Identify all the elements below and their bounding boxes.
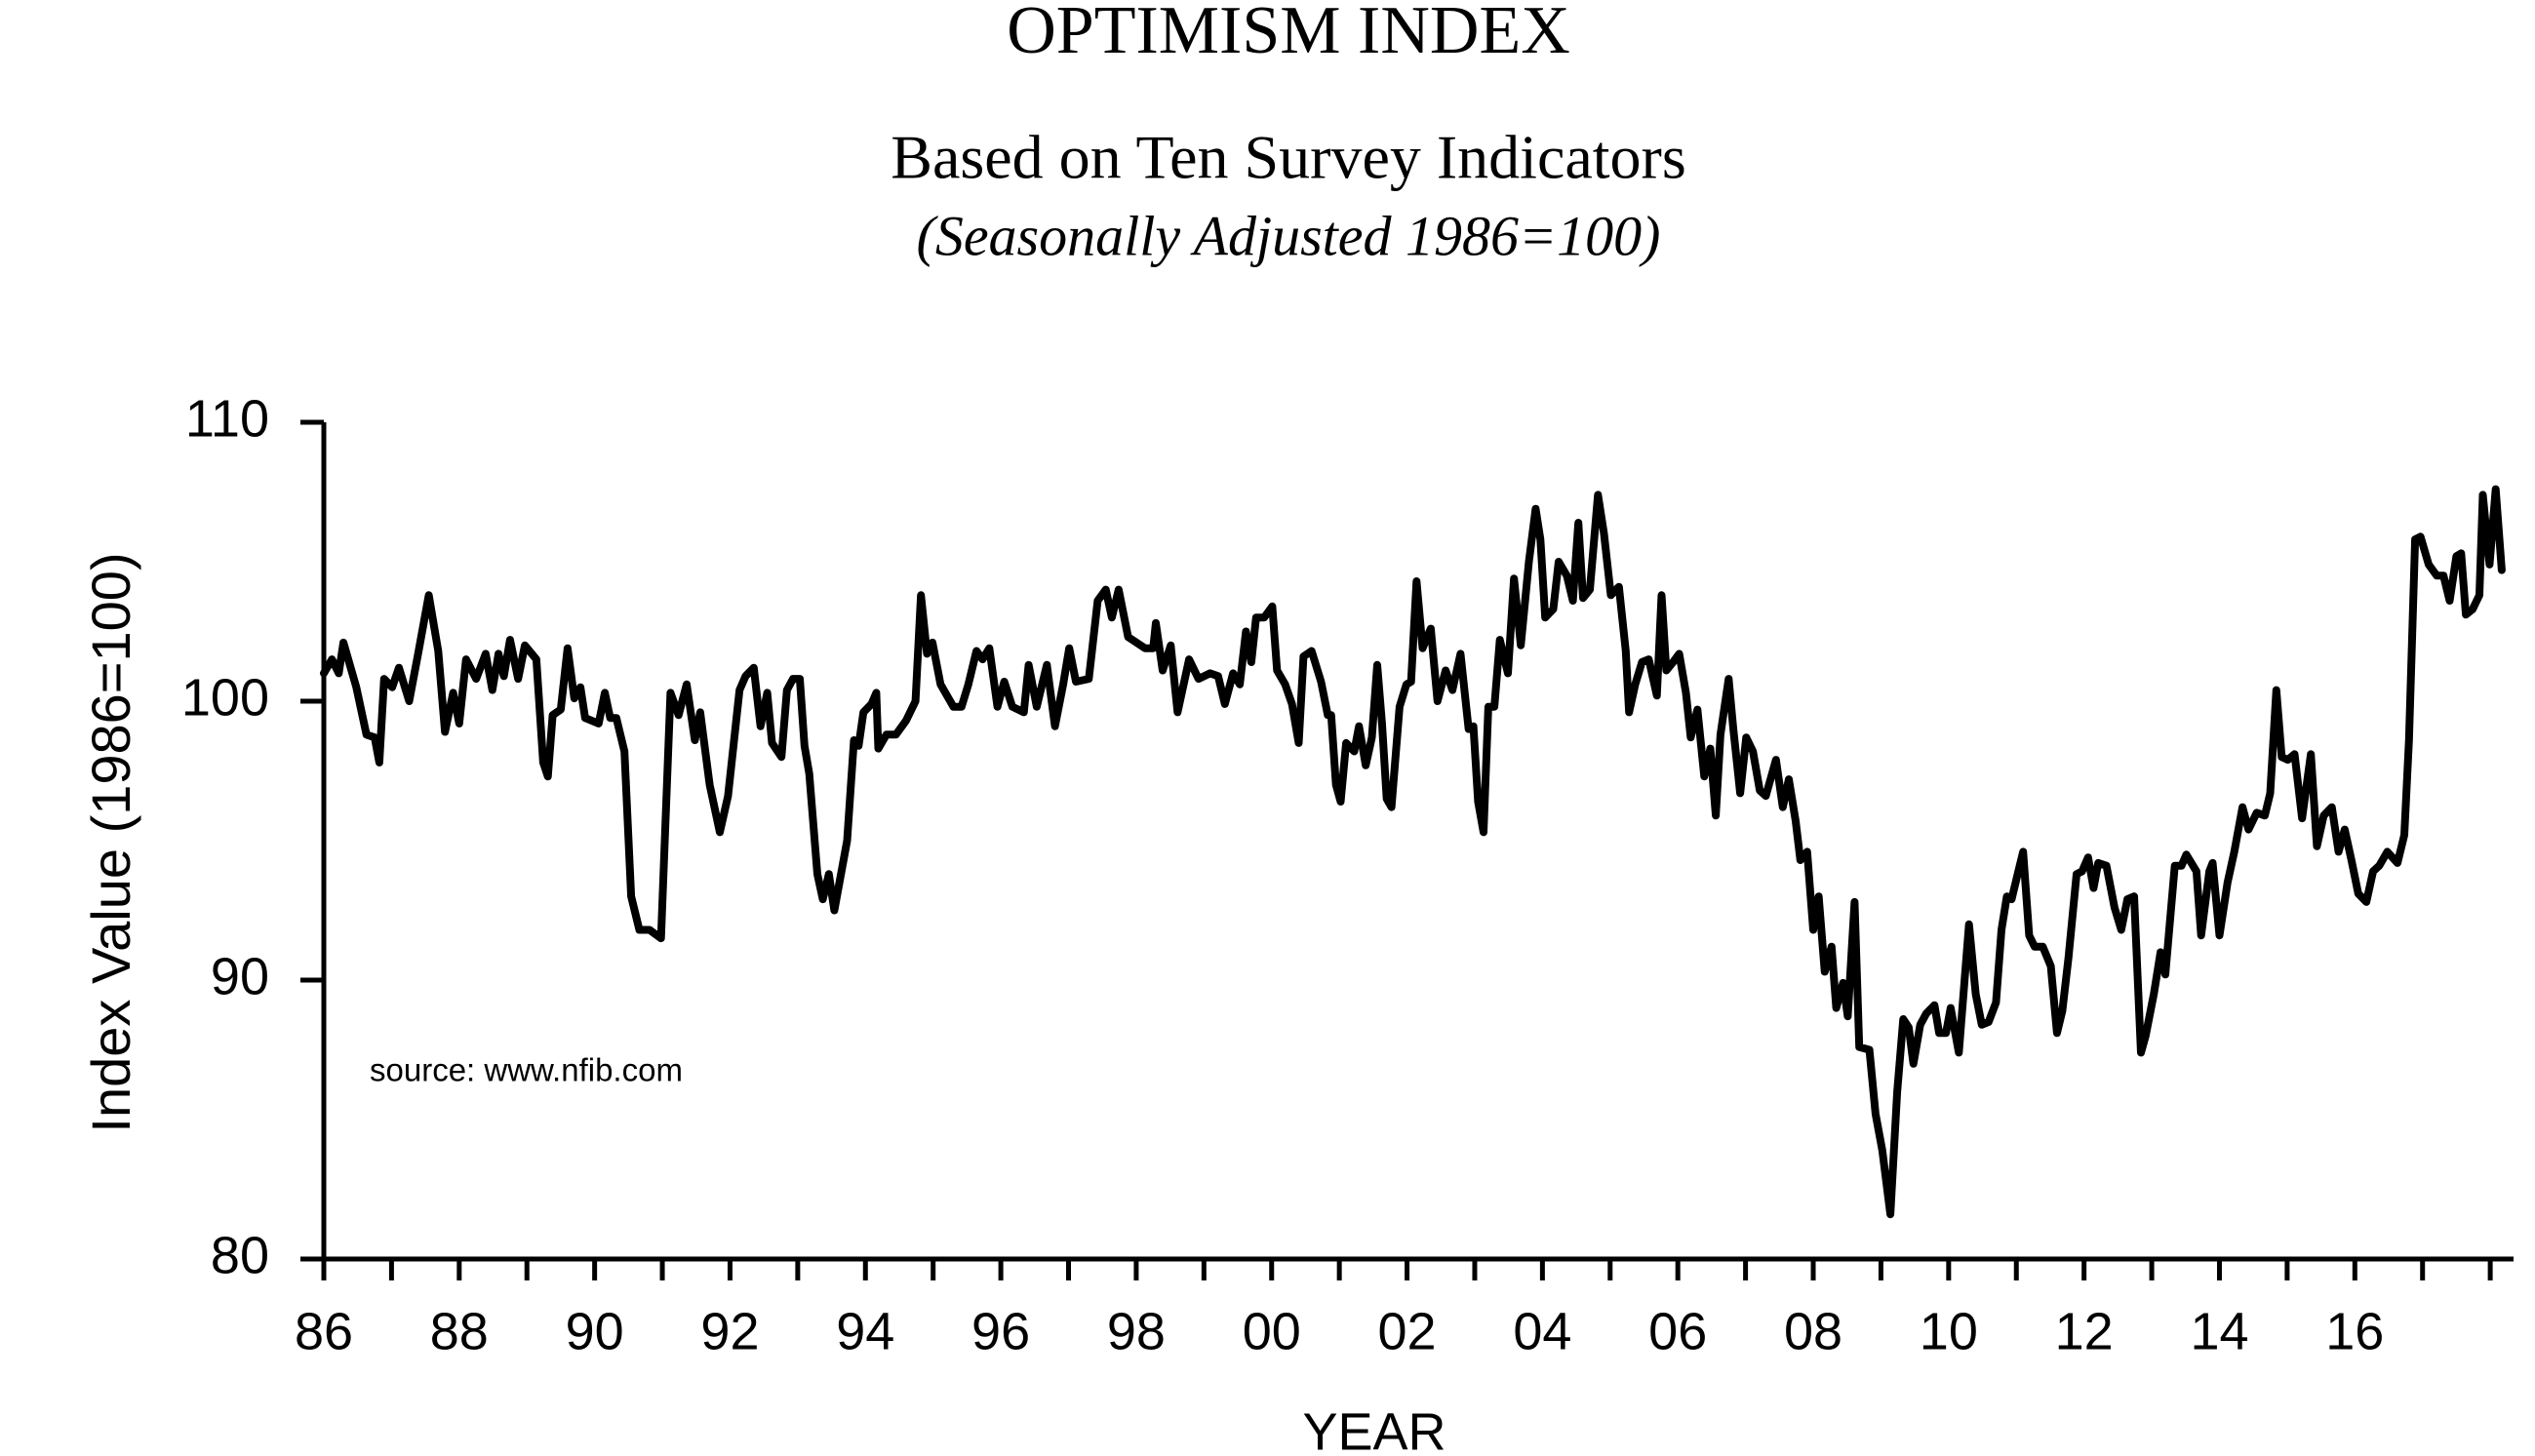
x-tick-label: 10	[1920, 1302, 1978, 1360]
x-tick-label: 12	[2055, 1302, 2114, 1360]
x-tick-label: 14	[2190, 1302, 2248, 1360]
x-axis-label: YEAR	[1302, 1402, 1446, 1456]
x-tick-label: 94	[836, 1302, 894, 1360]
x-tick-label: 02	[1378, 1302, 1437, 1360]
index-line	[320, 485, 2506, 1219]
x-tick-label: 98	[1107, 1302, 1166, 1360]
y-tick-label: 110	[185, 389, 269, 448]
y-tick-label: 80	[211, 1226, 269, 1284]
x-tick-label: 90	[566, 1302, 624, 1360]
x-tick-label: 00	[1243, 1302, 1301, 1360]
source-note: source: www.nfib.com	[370, 1052, 683, 1088]
chart-subtitle-note: (Seasonally Adjusted 1986=100)	[917, 204, 1661, 267]
x-tick-label: 86	[295, 1302, 353, 1360]
x-tick-label: 88	[430, 1302, 489, 1360]
y-tick-label: 90	[211, 947, 269, 1005]
x-tick-label: 08	[1784, 1302, 1842, 1360]
x-tick-label: 04	[1513, 1302, 1571, 1360]
y-axis-label: Index Value (1986=100)	[80, 552, 141, 1132]
x-tick-label: 06	[1648, 1302, 1707, 1360]
y-tick-label: 100	[181, 668, 269, 727]
x-tick-label: 92	[700, 1302, 759, 1360]
chart-subtitle: Based on Ten Survey Indicators	[891, 123, 1686, 192]
chart-title: OPTIMISM INDEX	[1007, 0, 1570, 68]
x-tick-label: 16	[2325, 1302, 2384, 1360]
x-tick-label: 96	[971, 1302, 1030, 1360]
